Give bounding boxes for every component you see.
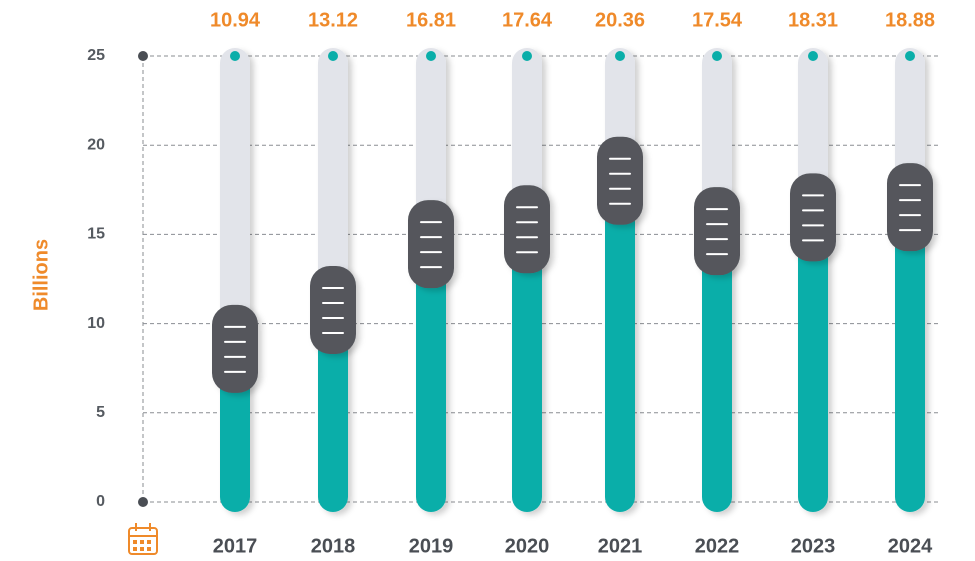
x-tick-label: 2018 bbox=[311, 535, 356, 557]
track-top-dot bbox=[712, 51, 722, 61]
track-top-dot bbox=[522, 51, 532, 61]
slider-knob bbox=[504, 185, 550, 274]
slider-knob bbox=[790, 173, 836, 262]
slider-knob bbox=[212, 304, 258, 393]
slider-knob bbox=[597, 136, 643, 225]
knob-body bbox=[597, 136, 643, 225]
bar bbox=[895, 165, 925, 513]
track-top-dot bbox=[230, 51, 240, 61]
y-tick-label: 20 bbox=[87, 136, 105, 153]
y-axis-label: Billions bbox=[30, 239, 52, 311]
x-tick-label: 2019 bbox=[409, 535, 454, 557]
slider-knob bbox=[408, 200, 454, 289]
track-top-dot bbox=[615, 51, 625, 61]
data-label: 18.31 bbox=[788, 9, 838, 31]
knob-body bbox=[694, 187, 740, 276]
axis-dot bbox=[138, 497, 148, 507]
knob-body bbox=[212, 304, 258, 393]
x-tick-label: 2020 bbox=[505, 535, 550, 557]
x-tick-label: 2017 bbox=[213, 535, 258, 557]
axis-dot bbox=[138, 51, 148, 61]
y-tick-label: 5 bbox=[96, 404, 105, 421]
slider-knob bbox=[887, 163, 933, 252]
x-tick-label: 2024 bbox=[888, 535, 933, 557]
bar bbox=[605, 138, 635, 513]
data-label: 18.88 bbox=[885, 9, 935, 31]
data-label: 20.36 bbox=[595, 9, 645, 31]
knob-body bbox=[887, 163, 933, 252]
data-label: 16.81 bbox=[406, 9, 456, 31]
track-top-dot bbox=[905, 51, 915, 61]
data-label: 13.12 bbox=[308, 9, 358, 31]
track-top-dot bbox=[328, 51, 338, 61]
data-label: 10.94 bbox=[210, 9, 261, 31]
knob-body bbox=[408, 200, 454, 289]
slider-knob bbox=[310, 265, 356, 354]
slider-knob bbox=[694, 187, 740, 276]
calendar-icon bbox=[128, 523, 158, 555]
y-tick-label: 25 bbox=[87, 47, 105, 64]
track-top-dot bbox=[426, 51, 436, 61]
knob-body bbox=[310, 265, 356, 354]
x-tick-label: 2021 bbox=[598, 535, 643, 557]
knob-body bbox=[790, 173, 836, 262]
y-tick-label: 15 bbox=[87, 226, 105, 243]
y-tick-label: 10 bbox=[87, 315, 105, 332]
x-tick-label: 2023 bbox=[791, 535, 836, 557]
x-tick-label: 2022 bbox=[695, 535, 740, 557]
knob-body bbox=[504, 185, 550, 274]
track-top-dot bbox=[808, 51, 818, 61]
y-tick-label: 0 bbox=[96, 493, 105, 510]
data-label: 17.54 bbox=[692, 9, 743, 31]
data-label: 17.64 bbox=[502, 9, 553, 31]
